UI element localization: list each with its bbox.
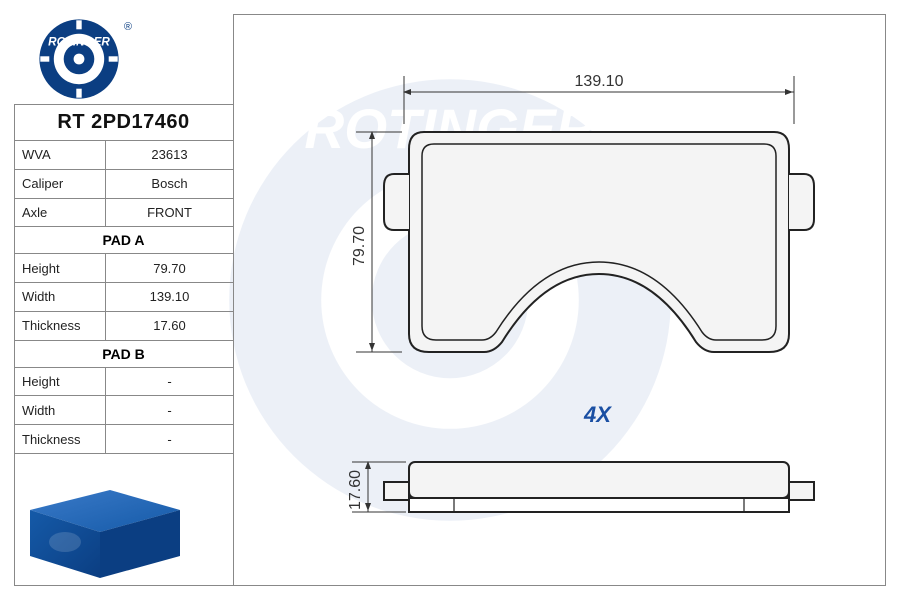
- spec-row: Thickness 17.60: [14, 312, 233, 341]
- spec-row: Thickness -: [14, 425, 233, 454]
- svg-text:®: ®: [124, 21, 132, 33]
- spec-value: Bosch: [106, 170, 233, 198]
- brand-logo: ROTINGER ®: [34, 14, 214, 104]
- section-pad-a: PAD A: [14, 227, 233, 254]
- dimension-height-value: 79.70: [351, 226, 368, 266]
- pad-front-view: [384, 132, 814, 352]
- spec-row-caliper: Caliper Bosch: [14, 170, 233, 199]
- logo-cell: ROTINGER ®: [14, 14, 233, 105]
- spec-label: WVA: [14, 141, 106, 169]
- brand-text: ROTINGER: [48, 36, 110, 49]
- spec-value: FRONT: [106, 199, 233, 227]
- pad-side-view: [384, 462, 814, 512]
- section-pad-b: PAD B: [14, 341, 233, 368]
- part-number: RT 2PD17460: [14, 105, 233, 141]
- spec-row: Width 139.10: [14, 283, 233, 312]
- spec-panel: ROTINGER ® RT 2PD17460 WVA 23613 Caliper…: [14, 14, 234, 586]
- quantity-label: 4X: [584, 402, 611, 428]
- spec-row-axle: Axle FRONT: [14, 199, 233, 228]
- dimension-width-value: 139.10: [575, 73, 624, 90]
- spec-value: 23613: [106, 141, 233, 169]
- spec-label: Axle: [14, 199, 106, 227]
- dimension-thickness-value: 17.60: [347, 470, 364, 510]
- spec-row: Width -: [14, 396, 233, 425]
- spec-row-wva: WVA 23613: [14, 141, 233, 170]
- package-illustration: [14, 454, 233, 586]
- spec-label: Caliper: [14, 170, 106, 198]
- spec-row: Height -: [14, 368, 233, 397]
- technical-drawing: 139.10 79.70: [234, 14, 886, 586]
- spec-row: Height 79.70: [14, 254, 233, 283]
